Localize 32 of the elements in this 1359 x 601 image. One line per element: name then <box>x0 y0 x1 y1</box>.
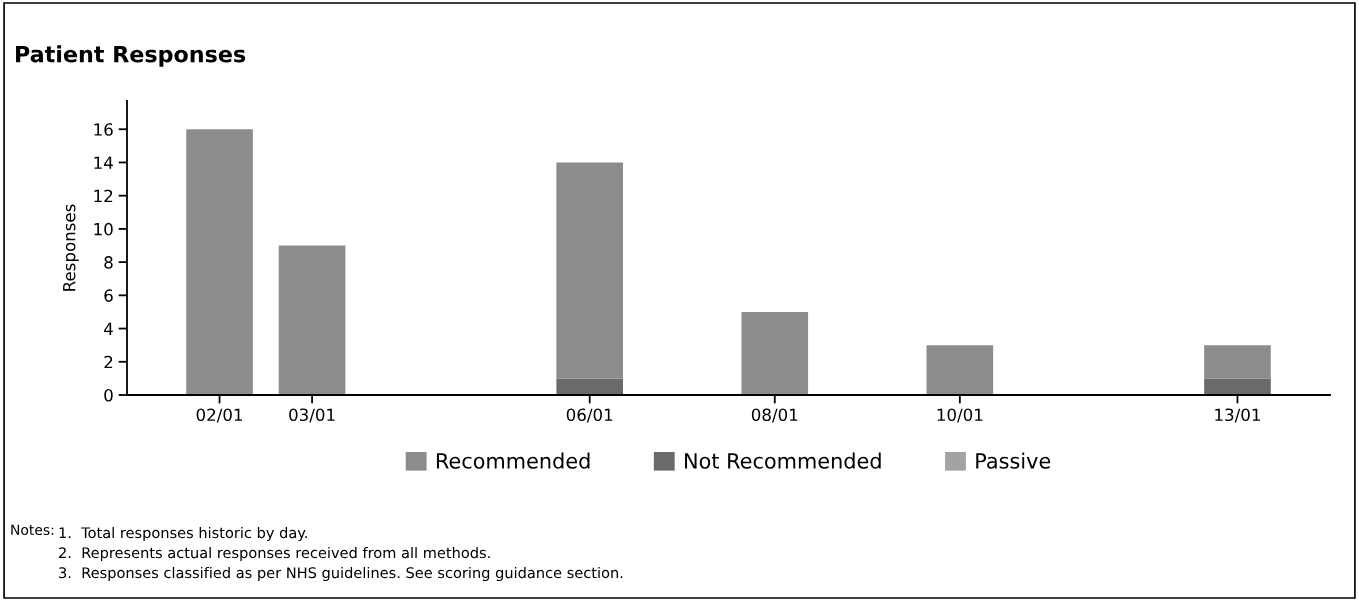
y-tick-label: 14 <box>94 156 113 169</box>
bar <box>741 311 809 395</box>
text: 2. Represents actual responses received from all methods. <box>59 546 490 562</box>
y-axis-title: Responses <box>63 204 79 291</box>
chart-title: Patient Responses <box>16 45 246 67</box>
x-tick-label: 10/01 <box>937 408 983 423</box>
legend-label: Recommended <box>436 452 590 469</box>
bar <box>1204 345 1271 379</box>
y-tick-label: 8 <box>104 256 113 269</box>
x-tick-label: 03/01 <box>289 408 335 423</box>
text: Notes: <box>11 524 54 536</box>
x-tick-label: 08/01 <box>751 408 798 423</box>
legend-label: Passive <box>976 452 1051 469</box>
bar <box>186 129 253 395</box>
legend-label: Not Recommended <box>685 452 881 469</box>
y-tick-label: 4 <box>104 322 113 335</box>
bar <box>556 162 624 379</box>
bar <box>556 378 624 395</box>
y-tick-label: 10 <box>94 222 113 236</box>
y-tick-label: 2 <box>104 355 113 369</box>
text: 3. Responses classified as per NHS guidelines. See scoring guidance section. <box>59 566 623 582</box>
x-tick-label: 06/01 <box>566 408 613 423</box>
y-tick-label: 6 <box>104 289 113 302</box>
x-tick-label: 13/01 <box>1215 408 1260 423</box>
bar <box>926 345 994 395</box>
text: 1. Total responses historic by day. <box>59 526 307 542</box>
y-tick-label: 12 <box>94 189 113 203</box>
bar <box>1204 378 1271 395</box>
y-tick-label: 16 <box>94 123 113 136</box>
y-tick-label: 0 <box>104 388 113 402</box>
bar <box>278 245 346 395</box>
x-tick-label: 02/01 <box>196 408 243 423</box>
